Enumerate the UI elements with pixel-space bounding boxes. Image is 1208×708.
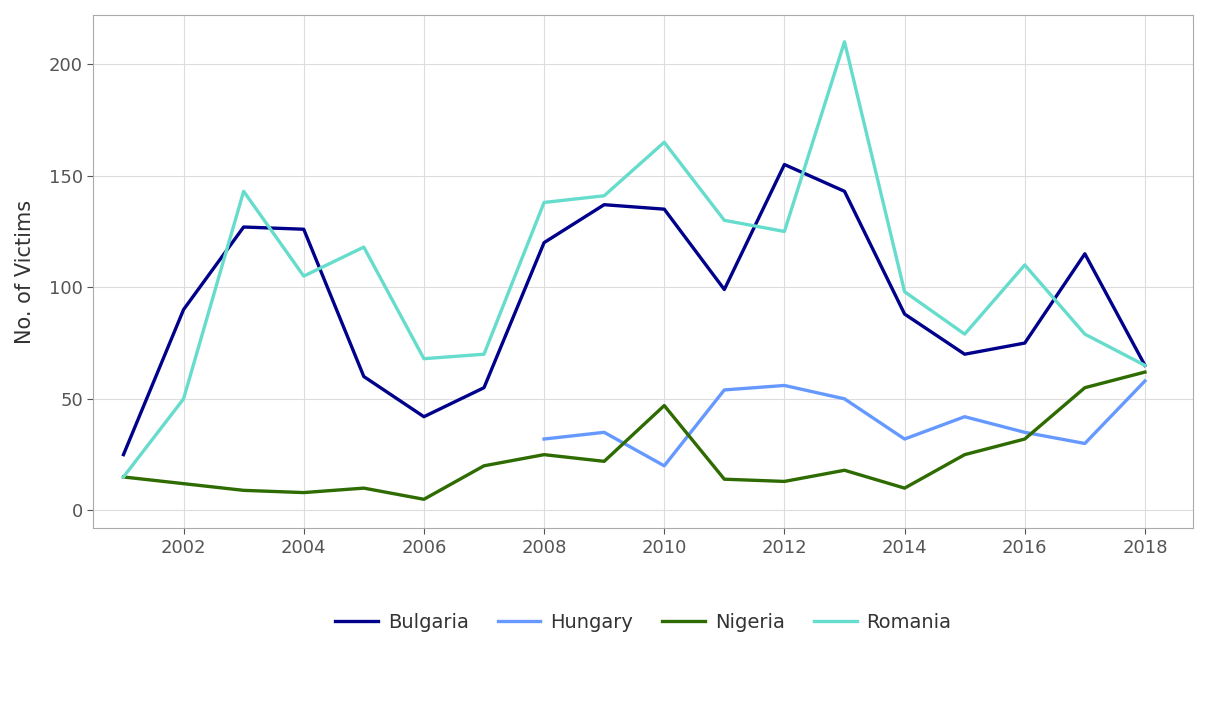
- Romania: [176, 394, 191, 403]
- Nigeria: [176, 479, 191, 488]
- Romania: [116, 473, 130, 481]
- Hungary: [536, 435, 551, 443]
- Line: Romania: Romania: [123, 42, 1145, 477]
- Bulgaria: [536, 239, 551, 247]
- Romania: [597, 192, 611, 200]
- Bulgaria: [898, 310, 912, 319]
- Romania: [777, 227, 791, 236]
- Nigeria: [237, 486, 251, 495]
- Bulgaria: [356, 372, 371, 381]
- Romania: [536, 198, 551, 207]
- Nigeria: [536, 450, 551, 459]
- Line: Hungary: Hungary: [544, 381, 1145, 466]
- Romania: [296, 272, 310, 280]
- Hungary: [1138, 377, 1152, 385]
- Hungary: [898, 435, 912, 443]
- Hungary: [657, 462, 672, 470]
- Nigeria: [657, 401, 672, 410]
- Legend: Bulgaria, Hungary, Nigeria, Romania: Bulgaria, Hungary, Nigeria, Romania: [327, 605, 959, 639]
- Bulgaria: [718, 285, 732, 294]
- Hungary: [958, 413, 972, 421]
- Bulgaria: [657, 205, 672, 213]
- Romania: [718, 216, 732, 224]
- Bulgaria: [837, 187, 852, 195]
- Line: Nigeria: Nigeria: [123, 372, 1145, 499]
- Romania: [477, 350, 492, 358]
- Bulgaria: [296, 225, 310, 234]
- Romania: [898, 287, 912, 296]
- Nigeria: [1078, 384, 1092, 392]
- Nigeria: [296, 489, 310, 497]
- Romania: [417, 355, 431, 363]
- Nigeria: [1017, 435, 1032, 443]
- Bulgaria: [1017, 339, 1032, 348]
- Nigeria: [356, 484, 371, 492]
- Nigeria: [597, 457, 611, 466]
- Romania: [837, 38, 852, 46]
- Bulgaria: [176, 305, 191, 314]
- Hungary: [1017, 428, 1032, 437]
- Bulgaria: [237, 223, 251, 232]
- Bulgaria: [417, 413, 431, 421]
- Nigeria: [1138, 368, 1152, 377]
- Bulgaria: [777, 160, 791, 169]
- Bulgaria: [958, 350, 972, 358]
- Romania: [657, 138, 672, 147]
- Bulgaria: [1138, 361, 1152, 370]
- Hungary: [777, 381, 791, 389]
- Nigeria: [958, 450, 972, 459]
- Hungary: [1078, 439, 1092, 447]
- Nigeria: [837, 466, 852, 474]
- Romania: [1138, 361, 1152, 370]
- Romania: [1078, 330, 1092, 338]
- Nigeria: [417, 495, 431, 503]
- Hungary: [718, 386, 732, 394]
- Line: Bulgaria: Bulgaria: [123, 164, 1145, 455]
- Romania: [1017, 261, 1032, 269]
- Hungary: [597, 428, 611, 437]
- Romania: [958, 330, 972, 338]
- Bulgaria: [477, 384, 492, 392]
- Romania: [237, 187, 251, 195]
- Nigeria: [777, 477, 791, 486]
- Nigeria: [477, 462, 492, 470]
- Hungary: [837, 394, 852, 403]
- Bulgaria: [1078, 249, 1092, 258]
- Nigeria: [116, 473, 130, 481]
- Bulgaria: [116, 450, 130, 459]
- Nigeria: [898, 484, 912, 492]
- Y-axis label: No. of Victims: No. of Victims: [14, 200, 35, 343]
- Bulgaria: [597, 200, 611, 209]
- Nigeria: [718, 475, 732, 484]
- Romania: [356, 243, 371, 251]
